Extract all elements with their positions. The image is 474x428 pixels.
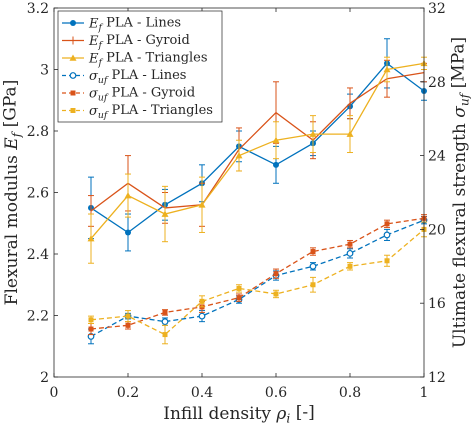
data-point	[346, 130, 354, 137]
y-left-tick-label: 2.4	[27, 247, 49, 263]
data-point	[235, 152, 243, 159]
y-right-axis-title: Ultimate flexural strength σuf​ [MPa]	[449, 37, 472, 348]
legend-item: Ef​ PLA - Gyroid	[62, 33, 190, 51]
legend-marker	[69, 72, 77, 79]
data-point	[384, 221, 390, 227]
data-point	[88, 326, 94, 332]
series-2	[87, 56, 428, 264]
y-right-tick-label: 16	[428, 296, 446, 312]
legend-item: σuf​ PLA - Lines	[62, 68, 186, 86]
y-left-tick-label: 2.6	[27, 186, 49, 202]
data-point	[125, 322, 131, 328]
data-point	[161, 210, 169, 217]
x-axis-title: Infill density ρi​ [-]	[163, 403, 315, 426]
series-line	[90, 62, 425, 240]
legend-label: σuf​ PLA - Triangles	[89, 103, 213, 121]
legend-marker	[70, 108, 76, 113]
y-left-axis-title: Flexural modulus Ef​ [GPa]	[1, 80, 24, 306]
data-point	[198, 312, 206, 320]
legend-marker	[69, 54, 77, 61]
series-line	[90, 219, 425, 337]
x-tick-label: 1	[420, 385, 429, 401]
y-right-tick-label: 28	[428, 75, 446, 91]
data-point	[347, 263, 353, 269]
data-point	[383, 66, 391, 73]
series-line	[90, 228, 425, 336]
data-point	[162, 309, 168, 315]
y-left-tick-label: 2.8	[27, 124, 49, 140]
y-right-tick-label: 12	[428, 370, 446, 386]
data-point	[383, 231, 391, 239]
data-point	[162, 332, 168, 338]
data-point	[125, 229, 131, 236]
data-point	[273, 291, 279, 297]
y-right-tick-label: 24	[428, 149, 446, 165]
legend-marker	[70, 90, 76, 96]
data-point	[309, 262, 317, 270]
legend-label: Ef​ PLA - Gyroid	[88, 33, 190, 51]
data-point	[124, 192, 132, 199]
legend-marker	[70, 20, 76, 26]
data-point	[87, 235, 95, 242]
legend-label: Ef​ PLA - Triangles	[88, 50, 208, 68]
legend-box	[57, 10, 223, 123]
series-3	[87, 215, 428, 345]
y-right-tick-label: 32	[428, 1, 446, 17]
data-point	[310, 249, 316, 255]
x-tick-label: 0	[50, 385, 59, 401]
data-point	[161, 318, 169, 326]
series-line	[90, 71, 425, 212]
data-point	[125, 313, 131, 319]
data-point	[236, 295, 242, 301]
data-point	[199, 298, 205, 304]
data-point	[273, 161, 279, 168]
data-point	[384, 258, 390, 264]
legend-label: σuf​ PLA - Gyroid	[89, 85, 195, 103]
legend-label: Ef​ PLA - Lines	[88, 15, 181, 33]
x-tick-label: 0.8	[339, 385, 361, 401]
data-point	[272, 136, 280, 144]
y-left-tick-label: 2.2	[27, 309, 49, 325]
legend-label: σuf​ PLA - Lines	[89, 68, 186, 86]
legend-item: Ef​ PLA - Lines	[62, 15, 181, 33]
legend-item: σuf​ PLA - Triangles	[62, 103, 213, 121]
data-point	[88, 317, 94, 323]
data-point	[310, 282, 316, 288]
data-point	[346, 249, 354, 257]
x-tick-label: 0.2	[117, 385, 139, 401]
data-point	[309, 130, 317, 137]
data-point	[273, 271, 279, 277]
data-point	[198, 201, 206, 208]
x-tick-label: 0.6	[265, 385, 287, 401]
series-line	[90, 62, 425, 234]
x-tick-label: 0.4	[191, 385, 213, 401]
data-point	[236, 285, 242, 291]
data-point	[347, 241, 353, 247]
y-left-tick-label: 2	[40, 370, 49, 386]
y-left-tick-label: 3.2	[27, 1, 49, 17]
y-left-tick-label: 3	[40, 63, 49, 79]
y-right-tick-label: 20	[428, 222, 446, 238]
series-line	[90, 217, 425, 330]
series-4	[88, 214, 427, 336]
legend-item: Ef​ PLA - Triangles	[62, 50, 208, 68]
legend-item: σuf​ PLA - Gyroid	[62, 85, 195, 103]
